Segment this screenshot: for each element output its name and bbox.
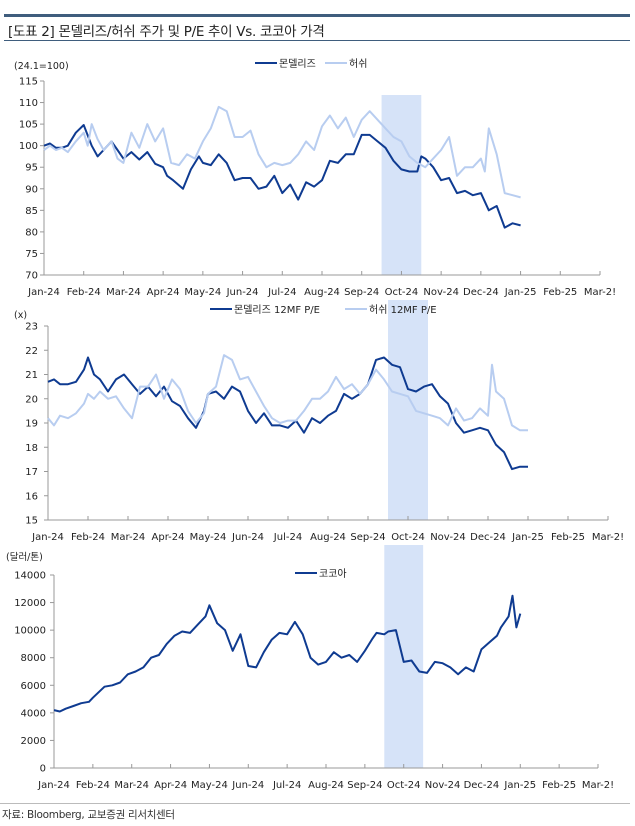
x-tick-label: Jul-24 xyxy=(272,780,301,791)
series-line-1 xyxy=(53,594,522,713)
unit-label: (24.1=100) xyxy=(14,61,69,72)
x-tick-label: Feb-25 xyxy=(551,532,585,543)
x-tick-label: Mar-24 xyxy=(106,287,141,298)
y-tick-label: 105 xyxy=(19,120,38,131)
y-tick-label: 16 xyxy=(25,491,38,502)
legend-label: 몬델리즈 12MF P/E xyxy=(234,304,320,316)
x-tick-label: Jan-25 xyxy=(511,532,544,543)
chart-1: (24.1=100) 70 75 80 85 90 95 100 105 110 115 Jan-24… xyxy=(14,58,616,298)
legend-label: 허쉬 xyxy=(349,58,367,70)
series-line-1 xyxy=(47,356,528,471)
y-tick-label: 10000 xyxy=(14,626,46,637)
chart-2: (x) 15 16 17 18 19 20 21 22 23 Jan-24 Feb-24 Mar-24 A… xyxy=(14,300,624,543)
header-bottom-rule xyxy=(4,40,630,41)
source-note: 자료: Bloomberg, 교보증권 리서치센터 xyxy=(2,809,175,821)
y-tick-label: 15 xyxy=(25,516,38,527)
x-tick-label: Feb-24 xyxy=(76,780,110,791)
x-tick-label: Feb-25 xyxy=(543,287,577,298)
x-tick-label: Dec-24 xyxy=(470,532,506,543)
x-tick-label: Nov-24 xyxy=(430,532,466,543)
x-tick-label: Aug-24 xyxy=(308,780,344,791)
x-tick-label: Aug-24 xyxy=(310,532,346,543)
y-tick-label: 85 xyxy=(25,206,38,217)
y-tick-label: 95 xyxy=(25,163,38,174)
highlight-band xyxy=(384,545,424,768)
y-tick-label: 20 xyxy=(25,394,38,405)
x-tick-label: Apr-24 xyxy=(152,532,185,543)
series-line-2 xyxy=(47,354,528,432)
x-tick-label: May-24 xyxy=(184,287,221,298)
x-tick-label: Sep-24 xyxy=(344,287,379,298)
y-tick-label: 80 xyxy=(25,227,38,238)
x-tick-label: Oct-24 xyxy=(387,780,421,791)
y-tick-label: 17 xyxy=(25,467,38,478)
x-tick-label: Sep-24 xyxy=(350,532,385,543)
x-tick-label: Feb-24 xyxy=(71,532,105,543)
legend-label: 몬델리즈 xyxy=(279,58,316,70)
x-tick-label: Aug-24 xyxy=(304,287,340,298)
y-tick-label: 14000 xyxy=(14,571,46,582)
x-tick-label: Mar-24 xyxy=(114,780,149,791)
x-tick-label: Jan-25 xyxy=(504,287,537,298)
y-tick-label: 21 xyxy=(25,370,38,381)
unit-label: (x) xyxy=(14,310,27,321)
series-line-2 xyxy=(43,105,521,199)
header-top-rule xyxy=(4,14,630,17)
x-tick-label: Mar-2! xyxy=(592,532,624,543)
x-tick-label: Jan-24 xyxy=(31,532,64,543)
x-tick-label: Dec-24 xyxy=(464,780,500,791)
chart-3: (달러/톤) 0 2000 4000 6000 8000 10000 12000 14000 Ja… xyxy=(6,545,614,791)
x-tick-label: Jul-24 xyxy=(267,287,296,298)
y-tick-label: 6000 xyxy=(21,681,46,692)
x-tick-label: Jan-24 xyxy=(37,780,70,791)
y-tick-label: 18 xyxy=(25,443,38,454)
y-tick-label: 100 xyxy=(19,141,38,152)
x-tick-label: Sep-24 xyxy=(347,780,382,791)
x-tick-label: Nov-24 xyxy=(425,780,461,791)
y-tick-label: 0 xyxy=(40,764,46,775)
y-tick-label: 115 xyxy=(19,77,38,88)
page-title: [도표 2] 몬델리즈/허쉬 주가 및 P/E 추이 Vs. 코코아 가격 xyxy=(8,24,325,40)
x-tick-label: Mar-2! xyxy=(584,287,616,298)
x-tick-label: Jun-24 xyxy=(231,532,264,543)
y-tick-label: 12000 xyxy=(14,598,46,609)
x-tick-label: Apr-24 xyxy=(147,287,180,298)
y-tick-label: 110 xyxy=(19,98,38,109)
x-tick-label: Feb-25 xyxy=(542,780,576,791)
y-tick-label: 75 xyxy=(25,249,38,260)
x-tick-label: Apr-24 xyxy=(154,780,187,791)
x-tick-label: May-24 xyxy=(191,780,228,791)
y-tick-label: 22 xyxy=(25,346,38,357)
y-tick-label: 70 xyxy=(25,271,38,282)
y-tick-label: 23 xyxy=(25,322,38,333)
x-tick-label: Oct-24 xyxy=(391,532,425,543)
legend-label: 허쉬 12MF P/E xyxy=(369,304,437,316)
source-rule xyxy=(0,803,630,804)
x-tick-label: Oct-24 xyxy=(385,287,419,298)
x-tick-label: Jan-25 xyxy=(503,780,536,791)
x-tick-label: Jun-24 xyxy=(226,287,259,298)
x-tick-label: Dec-24 xyxy=(463,287,499,298)
highlight-band xyxy=(388,300,428,520)
y-tick-label: 4000 xyxy=(21,708,46,719)
x-tick-label: Mar-24 xyxy=(111,532,146,543)
series-line-1 xyxy=(43,124,521,229)
y-tick-label: 2000 xyxy=(21,736,46,747)
y-tick-label: 8000 xyxy=(21,653,46,664)
y-tick-label: 90 xyxy=(25,184,38,195)
highlight-band xyxy=(381,95,422,275)
x-tick-label: May-24 xyxy=(190,532,227,543)
x-tick-label: Feb-24 xyxy=(67,287,101,298)
x-tick-label: Nov-24 xyxy=(423,287,459,298)
y-tick-label: 19 xyxy=(25,419,38,430)
legend-label: 코코아 xyxy=(319,568,347,580)
x-tick-label: Jul-24 xyxy=(273,532,302,543)
unit-label: (달러/톤) xyxy=(6,551,43,563)
x-tick-label: Jan-24 xyxy=(27,287,60,298)
x-tick-label: Mar-2! xyxy=(582,780,614,791)
x-tick-label: Jun-24 xyxy=(231,780,264,791)
